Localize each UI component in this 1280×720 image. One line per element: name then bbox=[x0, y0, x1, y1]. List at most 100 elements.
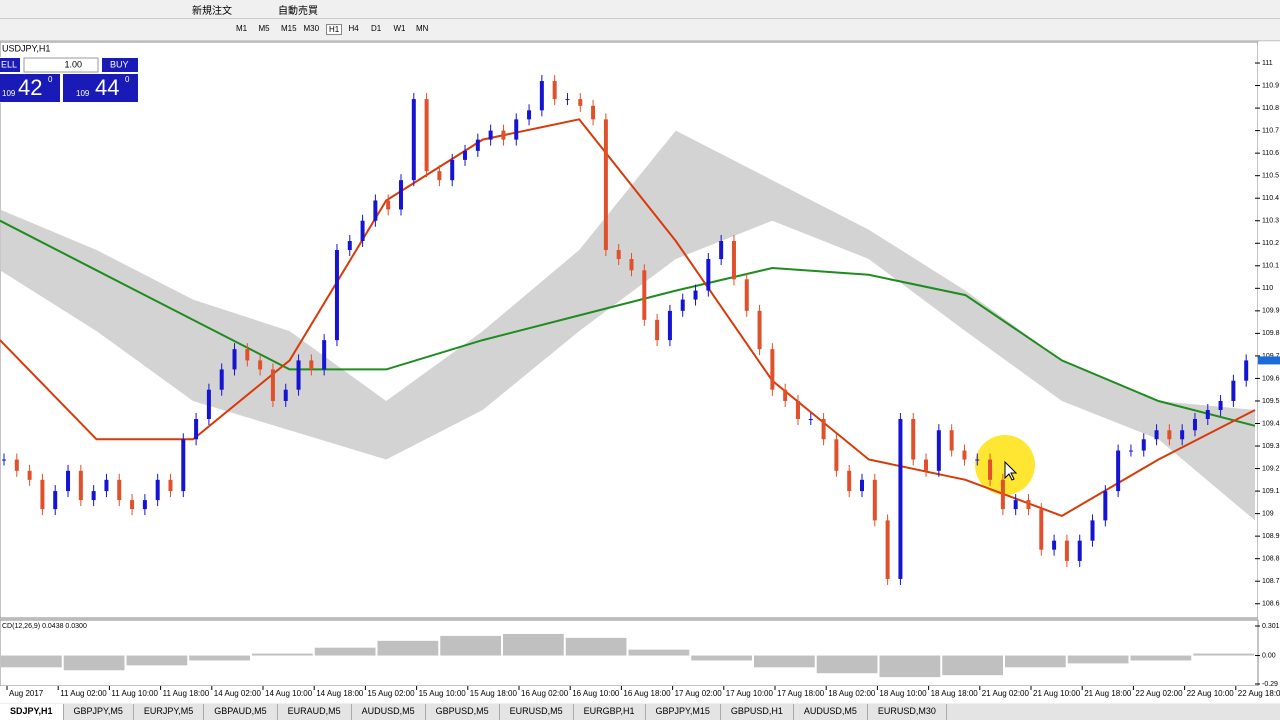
candle bbox=[1167, 430, 1172, 440]
timeframe-button[interactable]: M30 bbox=[303, 24, 320, 33]
candle bbox=[770, 349, 775, 390]
toolbar-button[interactable]: 新規注文 bbox=[192, 6, 232, 17]
candle bbox=[142, 500, 147, 510]
candle bbox=[373, 200, 378, 221]
tab[interactable]: AUDUSD,M5 bbox=[794, 704, 868, 720]
timeframe-button[interactable]: M15 bbox=[281, 24, 297, 33]
candle bbox=[872, 479, 877, 521]
candle bbox=[1026, 500, 1031, 510]
candle bbox=[616, 250, 621, 260]
x-tick-label: Aug 2017 bbox=[9, 689, 44, 698]
macd-bar bbox=[1067, 655, 1129, 664]
y-tick-label: 110.4 bbox=[1262, 195, 1279, 202]
timeframe-button[interactable]: MN bbox=[416, 24, 429, 33]
tab[interactable]: EURUSD,M5 bbox=[500, 704, 574, 720]
x-tick-label: 18 Aug 10:00 bbox=[879, 689, 927, 698]
x-tick-label: 15 Aug 10:00 bbox=[419, 689, 467, 698]
candle bbox=[1000, 479, 1005, 510]
x-tick-label: 16 Aug 02:00 bbox=[521, 689, 569, 698]
y-tick-label: 110.5 bbox=[1262, 173, 1279, 180]
macd-bar bbox=[565, 637, 627, 656]
candle bbox=[1128, 450, 1133, 452]
tab-bar: SDJPY,H1 GBPJPY,M5 EURJPY,M5 GBPAUD,M5 EURAU… bbox=[0, 704, 1280, 720]
tab[interactable]: GBPAUD,M5 bbox=[204, 704, 278, 720]
candle bbox=[1244, 360, 1249, 381]
timeframe-button[interactable]: M5 bbox=[258, 24, 270, 33]
tab[interactable]: SDJPY,H1 bbox=[0, 704, 64, 720]
tab[interactable]: AUDUSD,M5 bbox=[352, 704, 426, 720]
candle bbox=[501, 130, 506, 140]
y-tick-label: 109 bbox=[1262, 510, 1274, 517]
timeframe-button[interactable]: M1 bbox=[236, 24, 248, 33]
timeframe-button[interactable]: D1 bbox=[371, 24, 382, 33]
candle bbox=[834, 439, 839, 471]
x-tick-label: 14 Aug 10:00 bbox=[265, 689, 313, 698]
tab[interactable]: EURJPY,M5 bbox=[134, 704, 205, 720]
candle bbox=[706, 259, 711, 291]
timeframe-button[interactable]: W1 bbox=[393, 24, 406, 33]
x-tick-label: 21 Aug 18:00 bbox=[1084, 689, 1132, 698]
timeframe-button[interactable]: H1 bbox=[326, 24, 343, 35]
macd-label: CD(12,26,9) 0.0438 0.0300 bbox=[2, 623, 87, 630]
macd-bar bbox=[942, 655, 1003, 676]
candle bbox=[629, 259, 634, 271]
tab[interactable]: GBPUSD,H1 bbox=[721, 704, 794, 720]
candle bbox=[655, 319, 660, 341]
candle bbox=[988, 459, 993, 480]
buy-price-box[interactable] bbox=[63, 74, 138, 102]
timeframe-button[interactable]: H4 bbox=[348, 24, 359, 33]
x-tick-label: 22 Aug 18:00 bbox=[1238, 689, 1280, 698]
candle bbox=[1013, 500, 1018, 510]
candle bbox=[258, 360, 263, 370]
candle bbox=[334, 250, 339, 341]
macd-bar bbox=[1193, 653, 1254, 656]
y-tick-label: 109.5 bbox=[1262, 398, 1280, 405]
y-tick-label: 110.8 bbox=[1262, 105, 1279, 112]
y-tick-label: 108.8 bbox=[1262, 556, 1280, 563]
x-tick-label: 14 Aug 02:00 bbox=[214, 689, 262, 698]
candle bbox=[719, 241, 724, 260]
candle bbox=[181, 439, 186, 492]
candle bbox=[411, 99, 416, 181]
candle bbox=[130, 500, 135, 510]
cursor bbox=[1004, 460, 1018, 481]
sell-price-box[interactable] bbox=[0, 74, 60, 102]
candle bbox=[117, 479, 122, 501]
sell-button[interactable] bbox=[0, 58, 20, 72]
lot-box[interactable] bbox=[23, 57, 99, 73]
y-tick-label: 109.9 bbox=[1262, 308, 1280, 315]
x-tick-label: 11 Aug 10:00 bbox=[111, 689, 158, 698]
candle bbox=[322, 340, 327, 370]
candle bbox=[1052, 540, 1057, 550]
buy-button[interactable] bbox=[102, 58, 138, 72]
tab[interactable]: GBPJPY,M15 bbox=[646, 704, 721, 720]
tab[interactable]: GBPUSD,M5 bbox=[426, 704, 500, 720]
candle bbox=[757, 310, 762, 350]
candle bbox=[924, 459, 929, 471]
candle bbox=[795, 400, 800, 419]
candle bbox=[424, 99, 429, 172]
x-tick-label: 18 Aug 02:00 bbox=[828, 689, 876, 698]
candle bbox=[194, 418, 199, 440]
tab[interactable]: GBPJPY,M5 bbox=[64, 704, 134, 720]
toolbar-button[interactable]: 自動売買 bbox=[278, 6, 318, 17]
candle bbox=[578, 99, 583, 106]
tab[interactable]: EURGBP,H1 bbox=[574, 704, 646, 720]
tab[interactable]: EURUSD,M30 bbox=[868, 704, 947, 720]
candle bbox=[386, 200, 391, 210]
macd-bar bbox=[314, 647, 376, 656]
macd-bar bbox=[816, 655, 878, 674]
candle bbox=[104, 479, 109, 492]
candle bbox=[1205, 409, 1210, 419]
sell-big: 109 bbox=[2, 89, 16, 98]
candle bbox=[642, 270, 647, 320]
candle bbox=[245, 349, 250, 361]
candle bbox=[347, 241, 352, 251]
chart-title: USDJPY,H1 bbox=[2, 43, 50, 53]
x-tick-label: 16 Aug 18:00 bbox=[623, 689, 671, 698]
tab[interactable]: EURAUD,M5 bbox=[278, 704, 352, 720]
y-tick-label: 108.9 bbox=[1262, 533, 1280, 540]
moving-average bbox=[0, 118, 1256, 518]
candle bbox=[898, 418, 903, 579]
